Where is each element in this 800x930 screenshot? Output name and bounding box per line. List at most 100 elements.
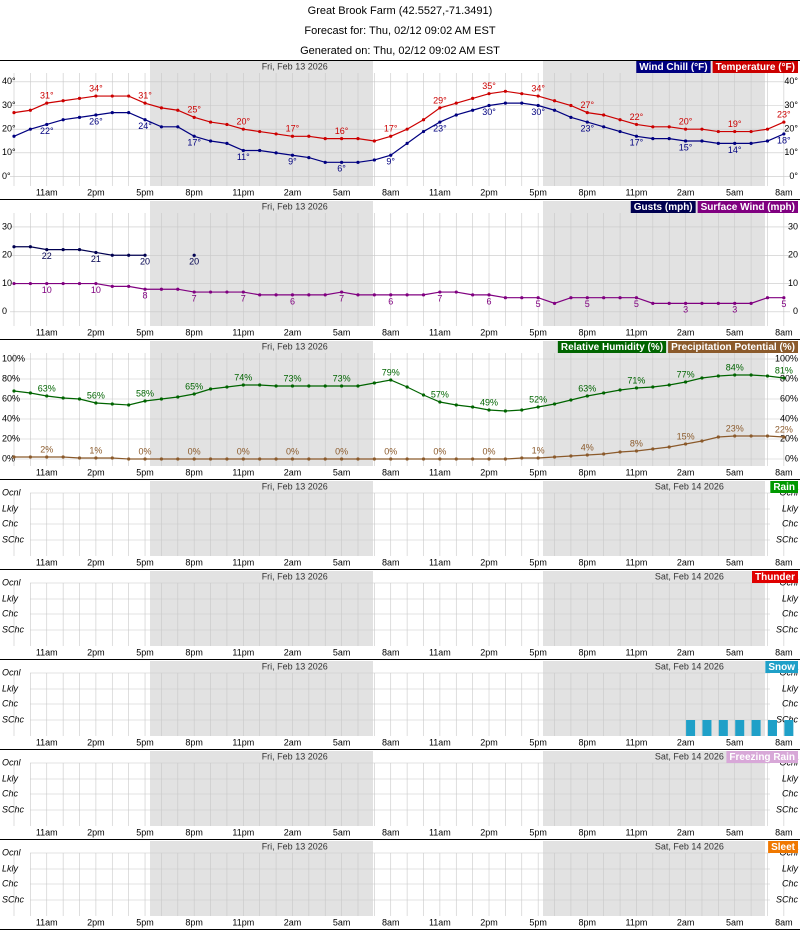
data-point xyxy=(176,287,180,291)
x-tick-label: 5pm xyxy=(529,327,547,337)
data-point xyxy=(520,101,524,105)
data-point xyxy=(356,457,360,461)
data-point xyxy=(127,94,131,98)
data-point xyxy=(258,457,262,461)
y-level-label: SChc xyxy=(2,624,25,634)
x-tick-label: 5am xyxy=(726,467,744,477)
x-tick-label: 8am xyxy=(775,737,793,747)
data-point xyxy=(372,158,376,162)
data-point xyxy=(405,127,409,131)
data-point xyxy=(110,111,114,115)
data-point xyxy=(552,99,557,103)
x-tick-label: 5am xyxy=(333,827,351,837)
data-point xyxy=(356,384,360,388)
x-tick-label: 11am xyxy=(36,647,58,657)
data-label: 34° xyxy=(89,83,103,93)
y-level-label-right: Chc xyxy=(782,698,799,708)
y-tick-label: 10 xyxy=(2,278,12,288)
x-tick-label: 8am xyxy=(382,467,400,477)
y-tick-label: 20% xyxy=(2,433,20,443)
y-level-label-right: SChc xyxy=(776,534,799,544)
data-point xyxy=(454,403,458,407)
y-level-label: SChc xyxy=(2,804,25,814)
generated-time: Generated on: Thu, 02/12 09:02 AM EST xyxy=(300,45,500,57)
data-point xyxy=(290,384,295,388)
x-tick-label: 2am xyxy=(284,187,302,197)
y-tick-label: 0° xyxy=(2,171,11,181)
x-tick-label: 11pm xyxy=(626,917,648,927)
data-point xyxy=(274,384,278,388)
data-point xyxy=(782,435,786,439)
data-point xyxy=(258,129,262,134)
data-point xyxy=(421,293,426,297)
x-tick-label: 8am xyxy=(775,917,793,927)
x-tick-label: 8am xyxy=(382,647,400,657)
data-point xyxy=(274,457,278,461)
data-point xyxy=(782,132,786,136)
data-point xyxy=(569,398,573,402)
data-point xyxy=(77,96,82,101)
data-point xyxy=(45,122,49,127)
x-tick-label: 11pm xyxy=(626,737,648,747)
data-point xyxy=(700,376,704,380)
y-tick-label: 60% xyxy=(2,393,20,403)
data-point xyxy=(749,373,753,377)
legend-label: Precipitation Potential (%) xyxy=(671,342,795,353)
y-level-label-right: Chc xyxy=(782,788,799,798)
data-point xyxy=(552,455,557,459)
day-label: Fri, Feb 13 2026 xyxy=(262,481,328,491)
data-label: 1% xyxy=(89,445,102,455)
data-point xyxy=(585,111,589,115)
x-tick-label: 2am xyxy=(284,827,302,837)
day-label: Sat, Feb 14 2026 xyxy=(655,571,724,581)
day-label: Sat, Feb 14 2026 xyxy=(655,481,724,491)
data-point xyxy=(208,120,213,124)
data-point xyxy=(421,118,426,122)
data-point xyxy=(241,148,245,153)
data-point xyxy=(340,160,344,164)
data-point xyxy=(634,449,639,453)
data-label: 63% xyxy=(578,383,596,393)
data-point xyxy=(94,250,98,255)
y-tick-label: 30 xyxy=(2,221,12,231)
x-tick-label: 8pm xyxy=(579,917,597,927)
data-point xyxy=(159,457,164,461)
data-point xyxy=(12,281,16,286)
x-tick-label: 8am xyxy=(382,827,400,837)
data-label: 8% xyxy=(630,438,643,448)
day-label: Sat, Feb 14 2026 xyxy=(655,841,724,851)
day-label: Fri, Feb 13 2026 xyxy=(262,841,328,851)
data-point xyxy=(12,134,16,138)
legend-swatch xyxy=(557,341,667,353)
data-point xyxy=(340,137,344,141)
data-point xyxy=(159,287,164,291)
data-point xyxy=(192,134,196,138)
legend-swatch xyxy=(697,201,798,213)
data-point xyxy=(290,134,295,138)
x-tick-label: 8pm xyxy=(185,467,203,477)
x-tick-label: 8pm xyxy=(579,557,597,567)
data-label: 6 xyxy=(487,296,492,306)
y-tick-label: 80% xyxy=(2,373,20,383)
y-level-label: Ocnl xyxy=(2,757,22,767)
data-point xyxy=(28,455,32,459)
x-tick-label: 5am xyxy=(726,187,744,197)
data-point xyxy=(208,387,213,391)
data-label: 0% xyxy=(483,446,496,456)
data-point xyxy=(520,456,524,460)
data-point xyxy=(438,106,442,110)
data-point xyxy=(733,434,737,438)
data-label: 6° xyxy=(337,164,346,174)
night-shade xyxy=(150,341,373,466)
data-point xyxy=(454,457,458,461)
data-point xyxy=(520,296,524,300)
legend-label: Sleet xyxy=(771,842,796,853)
x-tick-label: 5am xyxy=(726,917,744,927)
data-point xyxy=(503,457,507,461)
y-tick-label: 20° xyxy=(2,124,16,134)
night-shade xyxy=(543,751,765,826)
data-point xyxy=(323,293,327,297)
data-point xyxy=(77,456,82,460)
x-tick-label: 8am xyxy=(382,187,400,197)
data-label: 52% xyxy=(529,394,547,404)
